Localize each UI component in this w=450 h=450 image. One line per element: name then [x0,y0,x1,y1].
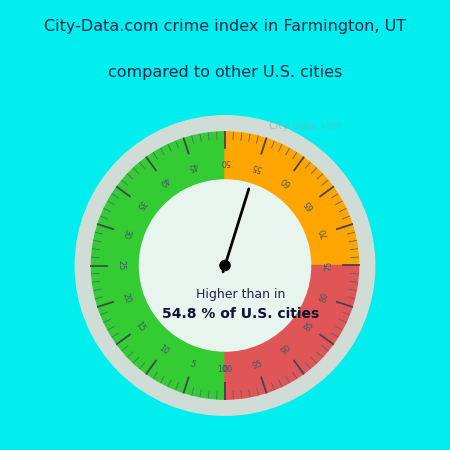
Text: 95: 95 [251,359,264,370]
Circle shape [220,261,230,270]
Text: compared to other U.S. cities: compared to other U.S. cities [108,64,342,80]
Text: 45: 45 [187,161,199,172]
Text: 50: 50 [220,157,230,166]
Text: City-Data.com crime index in Farmington, UT: City-Data.com crime index in Farmington,… [44,19,406,35]
Text: 65: 65 [303,198,316,211]
Text: 54.8 % of U.S. cities: 54.8 % of U.S. cities [162,306,320,321]
Wedge shape [225,132,359,266]
Circle shape [140,180,310,351]
Circle shape [91,132,359,399]
Text: 75: 75 [325,261,334,270]
Wedge shape [225,266,359,399]
Text: 70: 70 [318,227,330,239]
Text: 55: 55 [251,161,264,172]
Text: 80: 80 [318,292,330,304]
Wedge shape [91,132,225,399]
Text: 20: 20 [120,292,132,304]
Text: 0: 0 [222,365,228,374]
Text: 15: 15 [134,320,147,333]
Text: 100: 100 [217,365,233,374]
Text: 30: 30 [120,227,132,239]
Text: City-Data.com: City-Data.com [269,121,343,131]
Text: 60: 60 [279,175,293,188]
Text: 10: 10 [157,343,171,356]
Text: 35: 35 [134,198,147,211]
Text: 40: 40 [157,175,171,188]
Text: Higher than in: Higher than in [196,288,286,302]
Text: 5: 5 [189,360,197,370]
Circle shape [75,116,375,415]
Text: 25: 25 [116,261,125,270]
Text: 85: 85 [303,320,316,333]
Text: 90: 90 [279,343,293,356]
